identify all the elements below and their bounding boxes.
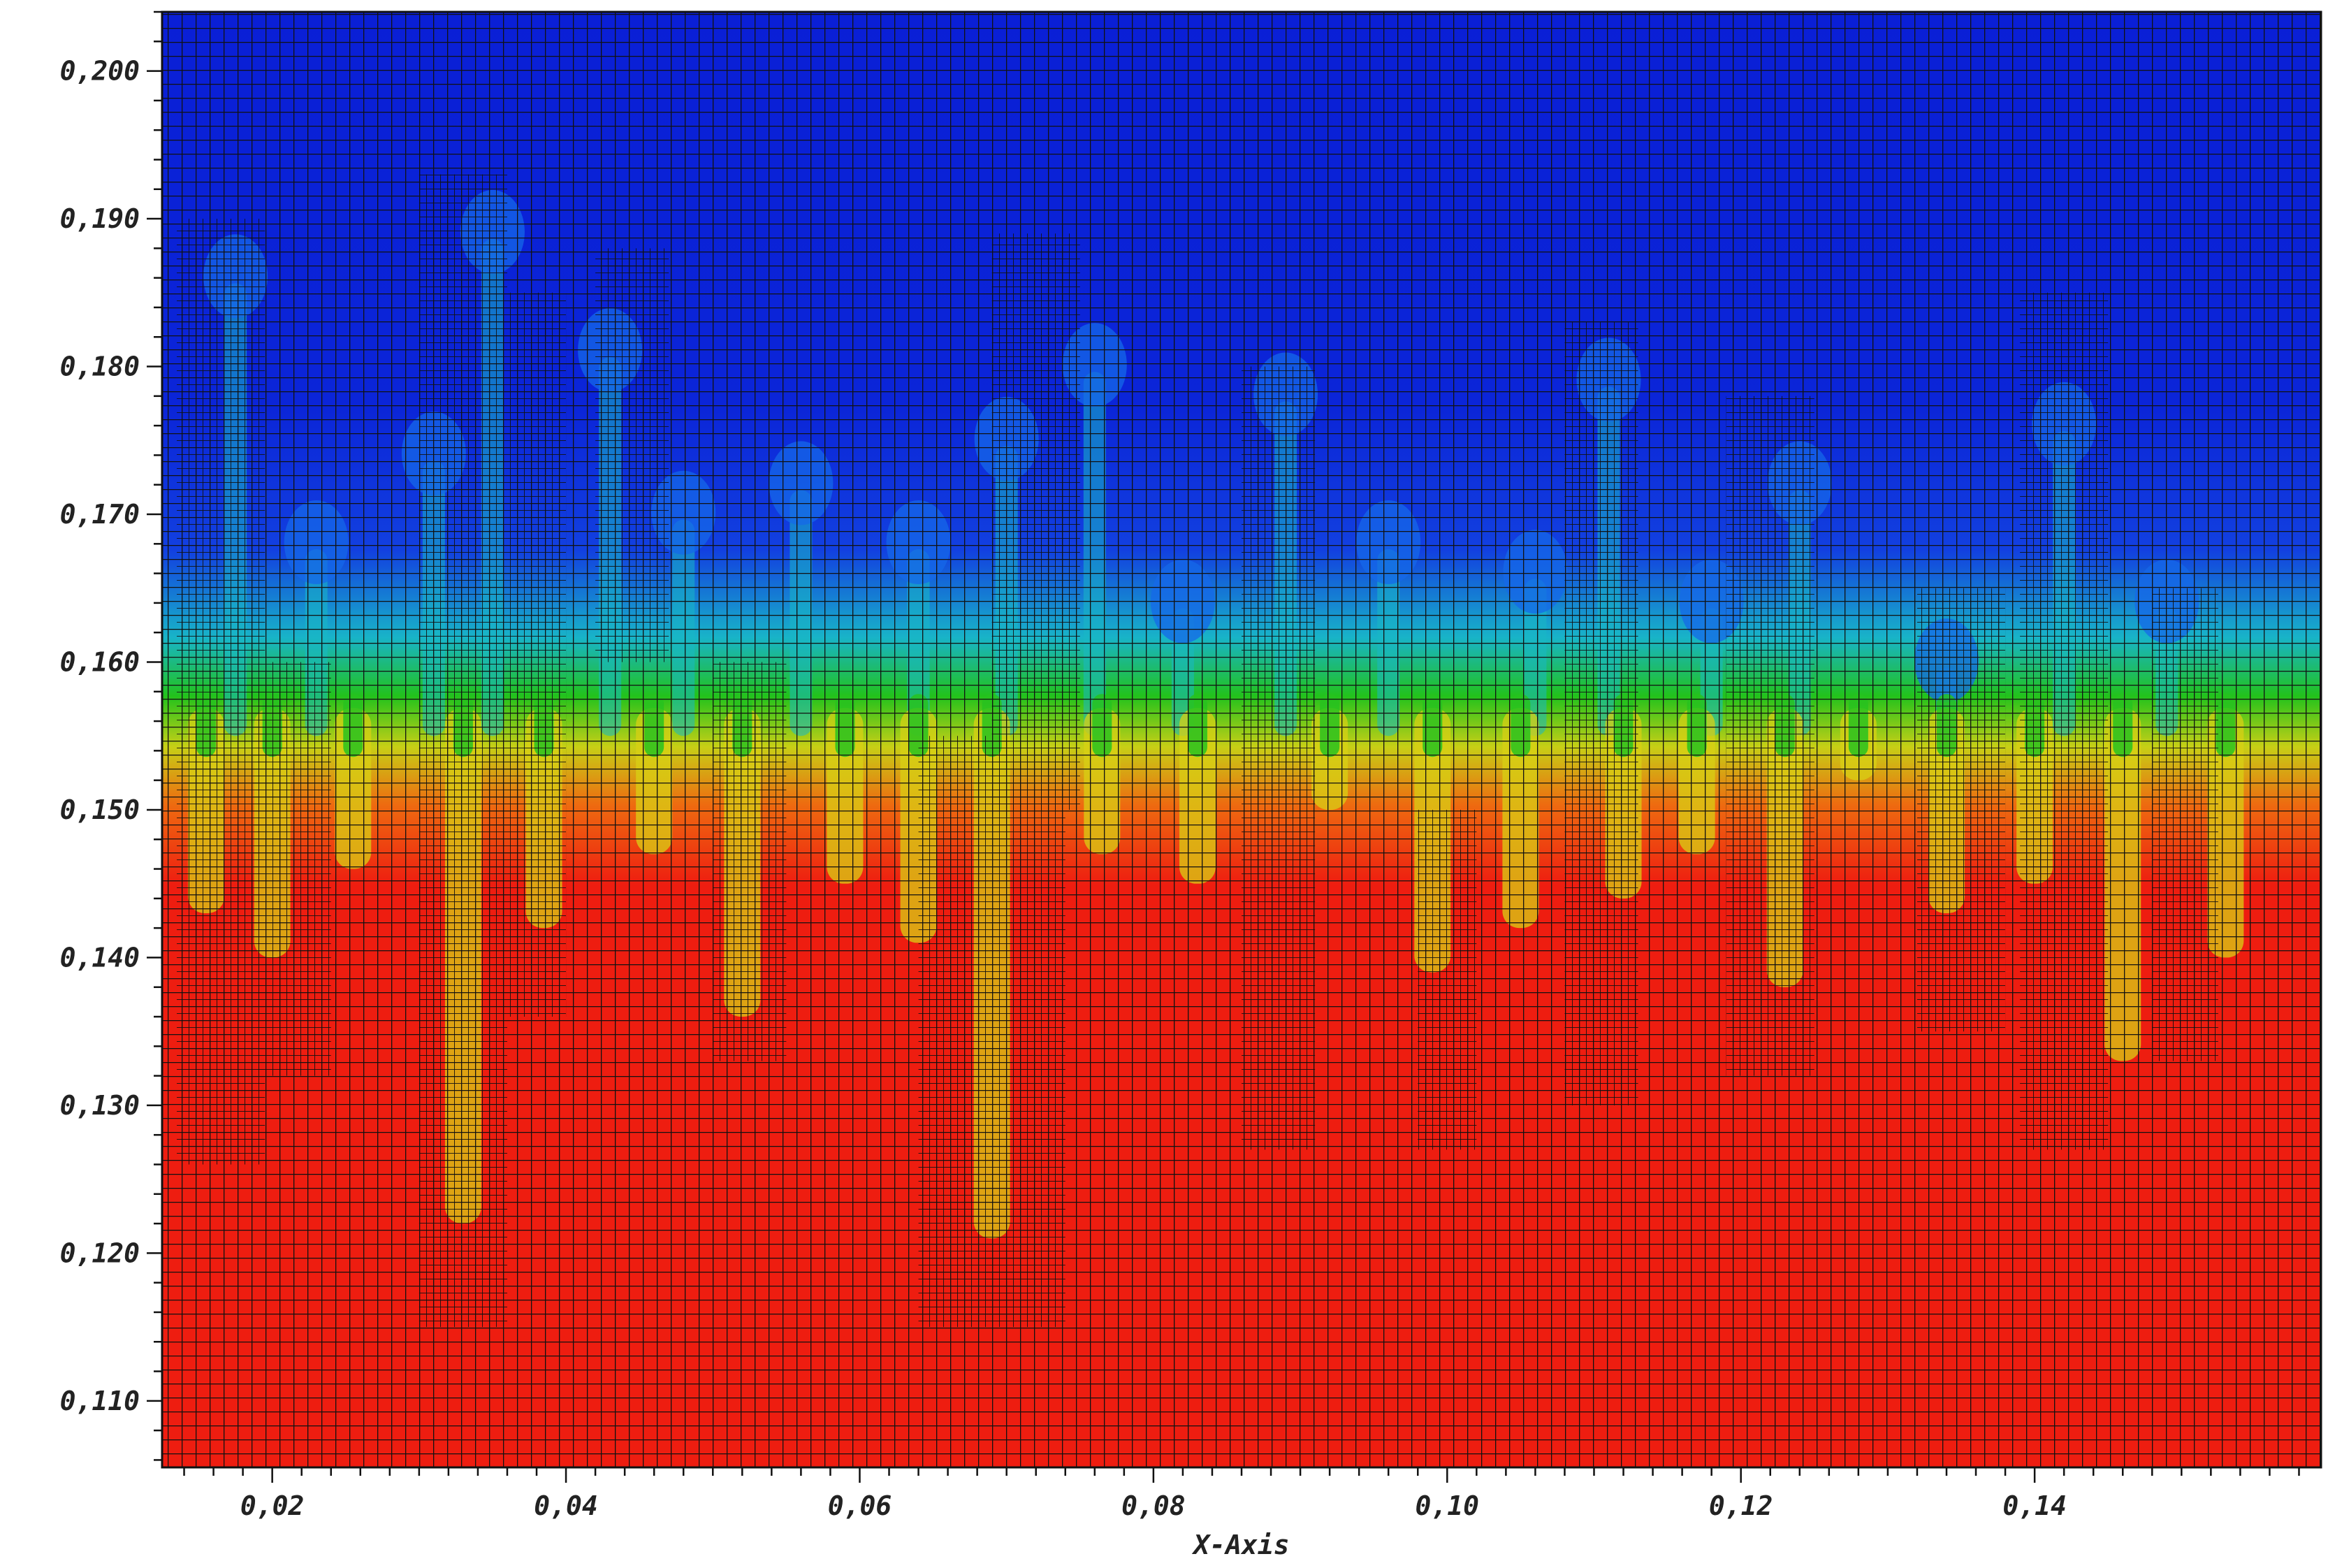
x-tick-label: 0,14 xyxy=(2002,1490,2067,1521)
y-tick-label: 0,130 xyxy=(60,1090,140,1121)
y-tick-label: 0,150 xyxy=(60,794,140,825)
y-tick-label: 0,190 xyxy=(60,203,140,234)
coarse-mesh xyxy=(162,12,2321,1467)
y-tick-label: 0,180 xyxy=(60,351,140,382)
y-tick-label: 0,160 xyxy=(60,646,140,677)
y-axis: 0,110 0,120 0,130 0,140 0,150 0,160 0,170 0,180… xyxy=(60,10,162,1461)
x-tick-label: 0,02 xyxy=(240,1490,305,1521)
y-tick-label: 0,120 xyxy=(60,1237,140,1268)
x-tick-label: 0,10 xyxy=(1416,1490,1480,1521)
plot-area xyxy=(162,12,2321,1467)
x-tick-label: 0,08 xyxy=(1121,1490,1186,1521)
y-tick-label: 0,140 xyxy=(60,942,140,973)
y-tick-label: 0,200 xyxy=(60,56,140,87)
x-axis: 0,02 0,04 0,06 0,08 0,10 0,12 0,14 xyxy=(183,1467,2300,1521)
x-tick-label: 0,04 xyxy=(534,1490,598,1521)
y-tick-label: 0,170 xyxy=(60,499,140,530)
x-tick-label: 0,06 xyxy=(828,1490,892,1521)
x-axis-title: X-Axis xyxy=(1191,1530,1289,1560)
x-tick-label: 0,12 xyxy=(1709,1490,1773,1521)
y-tick-label: 0,110 xyxy=(60,1386,140,1416)
